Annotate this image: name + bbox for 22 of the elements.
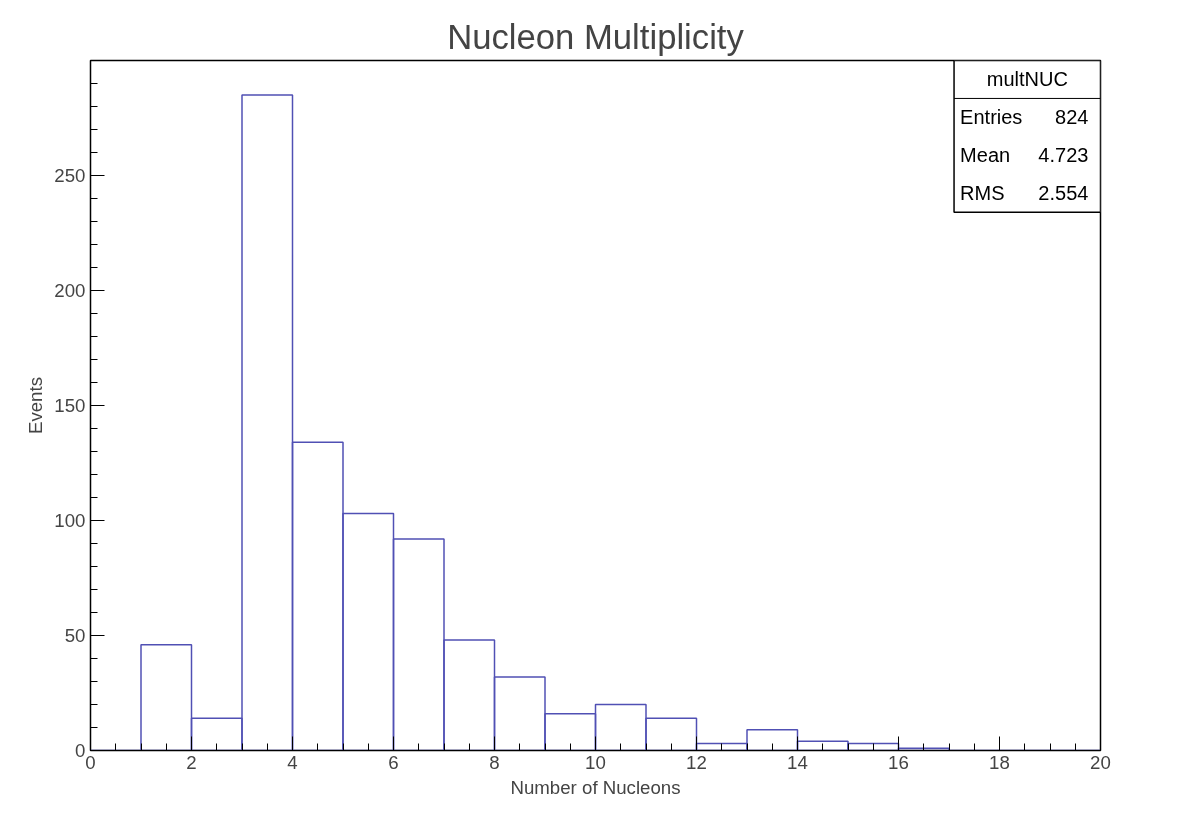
y-tick-label: 150 <box>54 395 86 416</box>
x-tick-label: 8 <box>489 751 500 773</box>
text: Mean 4.723 <box>960 144 1089 167</box>
x-tick-label: 4 <box>287 751 298 773</box>
annotation: multNUC <box>986 68 1068 91</box>
y-tick-label: 200 <box>54 280 86 301</box>
y-tick-label: 100 <box>54 510 86 531</box>
y-tick-label: 250 <box>54 165 86 186</box>
chart-title: Nucleon Multiplicity <box>447 17 745 56</box>
text: Entries 824 <box>960 106 1089 129</box>
x-tick-label: 2 <box>186 751 197 773</box>
x-tick-label: 20 <box>1090 751 1111 773</box>
x-tick-label: 6 <box>388 751 399 773</box>
x-tick-label: 12 <box>686 751 707 773</box>
y-tick-label: 50 <box>64 625 86 646</box>
x-tick-label: 18 <box>989 751 1010 773</box>
x-axis-title: Number of Nucleons <box>510 776 681 798</box>
x-tick-label: 14 <box>787 751 808 773</box>
x-tick-label: 16 <box>888 751 909 773</box>
text: RMS 2.554 <box>960 182 1089 205</box>
x-tick-label: 10 <box>585 751 606 773</box>
y-axis-title: Events <box>25 376 47 435</box>
